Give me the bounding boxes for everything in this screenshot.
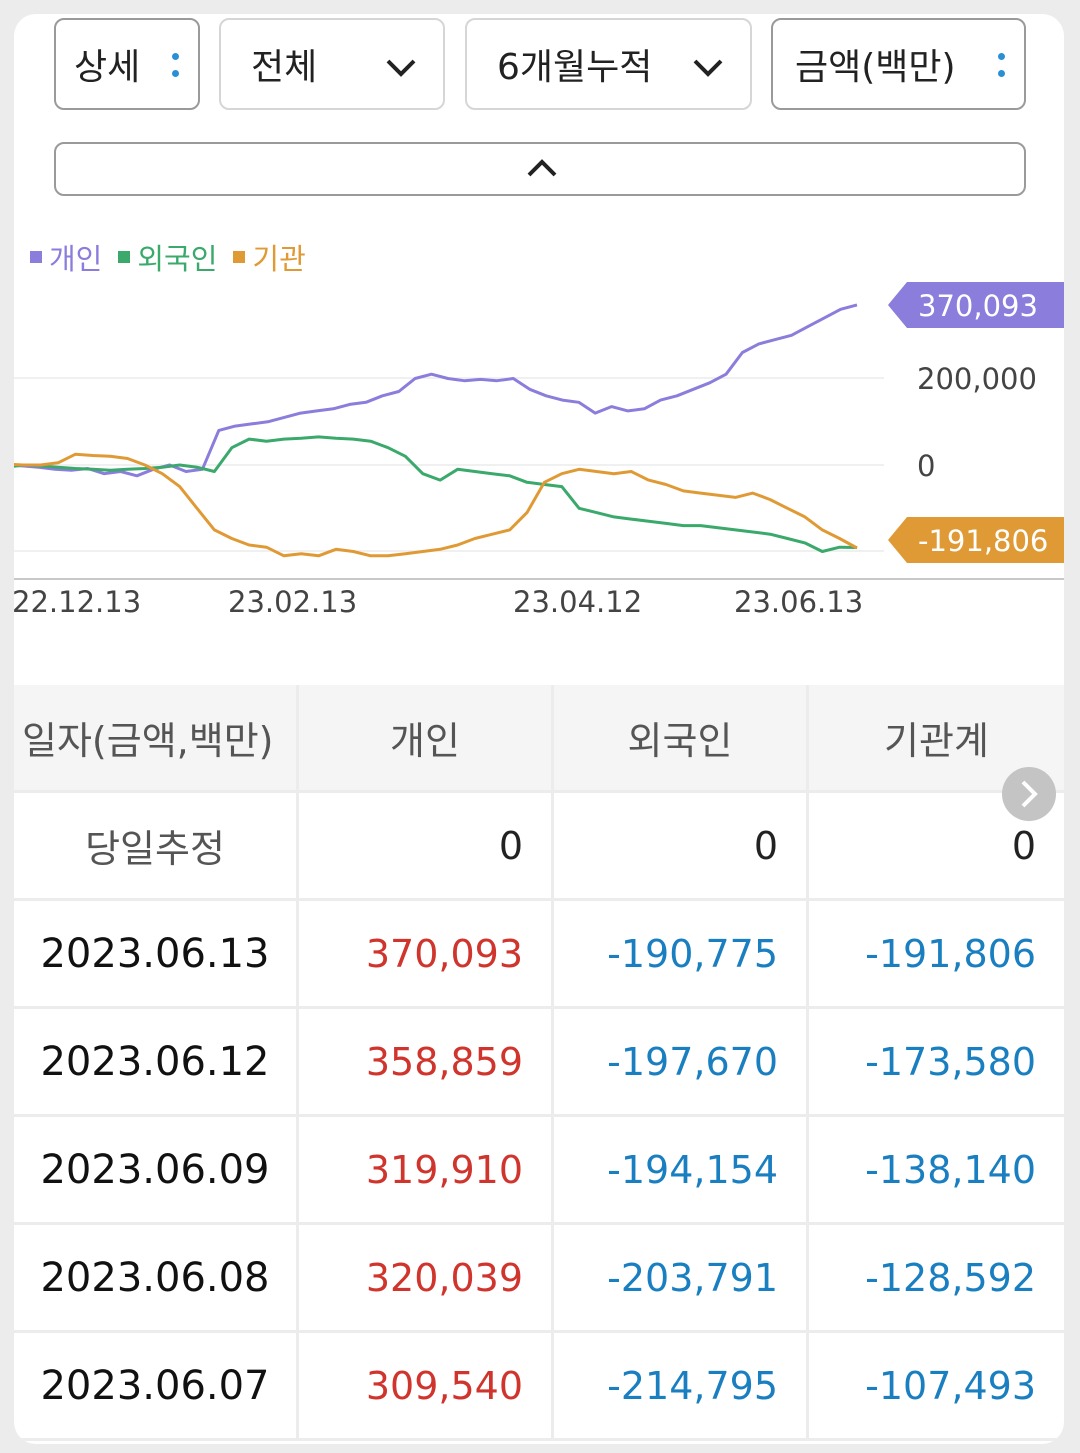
- header-foreign: 외국인: [554, 685, 809, 790]
- unit-menu-button[interactable]: 금액(백만): [771, 18, 1026, 110]
- row-date: 2023.06.07: [14, 1333, 299, 1438]
- row-foreign: -194,154: [554, 1117, 809, 1222]
- unit-label: 금액(백만): [795, 47, 956, 88]
- row-foreign: 0: [554, 793, 809, 898]
- end-label-individual: 370,093: [918, 289, 1038, 323]
- legend-label-institution: 기관: [252, 242, 306, 276]
- end-label-institution-flag: [888, 517, 1064, 563]
- y-tick-label-200000: 200,000: [917, 362, 1037, 396]
- row-institution: -107,493: [865, 1363, 1036, 1408]
- row-institution: -191,806: [865, 931, 1036, 976]
- period-select[interactable]: 6개월누적: [465, 18, 752, 110]
- legend-swatch-institution: [233, 251, 246, 263]
- row-individual: 319,910: [299, 1117, 554, 1222]
- row-individual: 370,093: [299, 901, 554, 1006]
- series-line-individual: [14, 303, 858, 478]
- series-line-institution: [14, 452, 858, 558]
- row-individual: 358,859: [299, 1009, 554, 1114]
- chevron-down-icon: [386, 59, 416, 77]
- row-foreign: -190,775: [554, 901, 809, 1006]
- row-institution: 0: [1011, 823, 1036, 868]
- row-date: 당일추정: [14, 793, 299, 898]
- row-individual: 309,540: [299, 1333, 554, 1438]
- scope-select[interactable]: 전체: [219, 18, 445, 110]
- legend-item-foreign: 외국인: [118, 236, 217, 278]
- row-individual: 320,039: [299, 1225, 554, 1330]
- chevron-right-icon: [1021, 780, 1038, 808]
- row-foreign: -197,670: [554, 1009, 809, 1114]
- x-tick-label-4: 23.06.13: [734, 585, 863, 619]
- row-individual: 0: [299, 793, 554, 898]
- investor-table: 일자(금액,백만) 개인 외국인 기관계 당일추정 0 0 0 2023.06.…: [14, 685, 1064, 1441]
- kebab-icon: [998, 53, 1006, 81]
- series-lines: [14, 303, 858, 558]
- row-foreign: -214,795: [554, 1333, 809, 1438]
- row-date: 2023.06.13: [14, 901, 299, 1006]
- x-tick-label-3: 23.04.12: [513, 585, 642, 619]
- header-institution: 기관계: [884, 719, 989, 763]
- scope-label: 전체: [251, 47, 318, 88]
- collapse-toggle-button[interactable]: [54, 142, 1026, 196]
- legend-label-foreign: 외국인: [137, 242, 218, 276]
- investor-flow-chart: 200,000 0 370,093 -191,806 22.12.13 23.0…: [14, 282, 1064, 619]
- table-row: 2023.06.12 358,859 -197,670 -173,580: [14, 1009, 1064, 1117]
- series-line-foreign: [14, 435, 858, 553]
- table-row: 2023.06.08 320,039 -203,791 -128,592: [14, 1225, 1064, 1333]
- row-date: 2023.06.12: [14, 1009, 299, 1114]
- end-label-individual-flag: [888, 282, 1064, 328]
- row-date: 2023.06.09: [14, 1117, 299, 1222]
- row-institution: -128,592: [865, 1255, 1036, 1300]
- scroll-right-button[interactable]: [1002, 767, 1056, 821]
- period-label: 6개월누적: [497, 47, 653, 88]
- table-row: 당일추정 0 0 0: [14, 793, 1064, 901]
- header-individual: 개인: [299, 685, 554, 790]
- x-tick-label-1: 22.12.13: [14, 585, 141, 619]
- table-row: 2023.06.13 370,093 -190,775 -191,806: [14, 901, 1064, 1009]
- detail-menu-button[interactable]: 상세: [54, 18, 200, 110]
- chart-legend: 개인 외국인 기관: [30, 236, 306, 278]
- legend-swatch-individual: [30, 251, 42, 263]
- legend-swatch-foreign: [118, 251, 131, 263]
- table-row: 2023.06.07 309,540 -214,795 -107,493: [14, 1333, 1064, 1441]
- legend-item-individual: 개인: [30, 236, 102, 278]
- table-header-row: 일자(금액,백만) 개인 외국인 기관계: [14, 685, 1064, 793]
- legend-label-individual: 개인: [49, 242, 103, 276]
- row-institution: -173,580: [865, 1039, 1036, 1084]
- row-institution: -138,140: [865, 1147, 1036, 1192]
- row-date: 2023.06.08: [14, 1225, 299, 1330]
- chevron-up-icon: [527, 159, 557, 177]
- legend-item-institution: 기관: [233, 236, 306, 278]
- header-date: 일자(금액,백만): [14, 685, 299, 790]
- detail-label: 상세: [74, 47, 141, 88]
- end-label-institution: -191,806: [918, 524, 1048, 558]
- table-row: 2023.06.09 319,910 -194,154 -138,140: [14, 1117, 1064, 1225]
- kebab-icon: [172, 53, 180, 81]
- y-tick-label-0: 0: [917, 449, 935, 483]
- row-foreign: -203,791: [554, 1225, 809, 1330]
- x-tick-label-2: 23.02.13: [228, 585, 357, 619]
- chevron-down-icon: [693, 59, 723, 77]
- investor-trend-card: 상세 전체 6개월누적 금액(백만) 개인 외국인 기관: [14, 14, 1064, 1444]
